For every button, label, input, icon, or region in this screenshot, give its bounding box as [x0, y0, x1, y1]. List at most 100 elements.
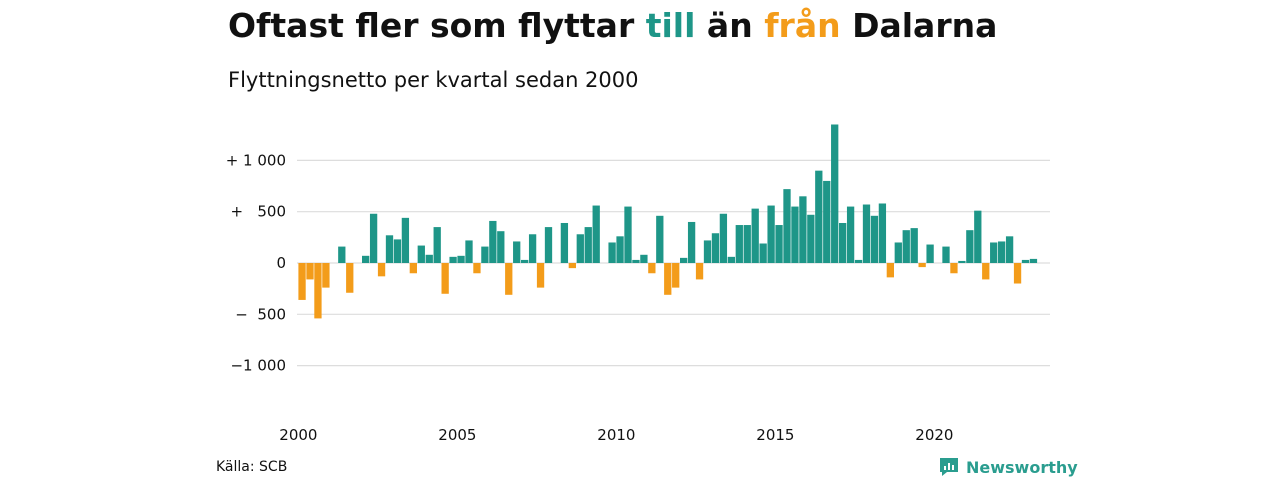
- bar-2021-q3: [982, 263, 990, 280]
- bar-2021-q4: [990, 242, 998, 263]
- bar-2005-q1: [457, 255, 465, 263]
- bar-2015-q3: [791, 206, 799, 263]
- x-tick-label-2000: 2000: [279, 426, 317, 444]
- bar-2013-q3: [727, 256, 735, 263]
- bar-2013-q2: [719, 213, 728, 263]
- bar-2005-q2: [465, 240, 473, 263]
- bar-2003-q1: [393, 239, 402, 263]
- bars: [298, 124, 1038, 319]
- bar-2016-q3: [823, 180, 831, 263]
- bar-2005-q4: [481, 246, 489, 263]
- bar-2020-q3: [950, 263, 958, 274]
- bar-2004-q2: [433, 227, 441, 263]
- x-tick-label-2010: 2010: [597, 426, 635, 444]
- chart-title: Oftast fler som flyttar till än från Dal…: [228, 6, 997, 45]
- bar-2015-q4: [799, 196, 807, 263]
- bar-2006-q3: [505, 263, 513, 295]
- bar-2013-q1: [711, 233, 720, 263]
- bar-2003-q3: [409, 263, 417, 274]
- y-tick-label-3: − 500: [235, 305, 286, 323]
- bar-2010-q4: [640, 254, 648, 263]
- chart-subtitle: Flyttningsnetto per kvartal sedan 2000: [228, 68, 639, 92]
- bar-2020-q2: [942, 246, 950, 263]
- bar-2022-q3: [1013, 263, 1022, 284]
- x-tick-label-2020: 2020: [915, 426, 953, 444]
- bar-2004-q3: [441, 263, 449, 294]
- y-tick-label-1: + 500: [230, 203, 286, 221]
- bar-2007-q1: [521, 259, 529, 263]
- bar-2019-q1: [902, 230, 910, 263]
- bar-2023-q1: [1029, 258, 1038, 263]
- bar-2017-q1: [839, 222, 847, 263]
- bar-2003-q4: [417, 245, 425, 263]
- bar-2007-q3: [536, 263, 545, 288]
- bar-2002-q4: [385, 235, 394, 263]
- bar-2021-q1: [966, 230, 974, 263]
- title-part-3: än: [695, 6, 765, 45]
- title-part-5: Dalarna: [840, 6, 998, 45]
- bar-2012-q4: [703, 240, 712, 263]
- bar-2014-q4: [767, 205, 775, 263]
- bar-2004-q4: [449, 256, 457, 263]
- bar-2018-q2: [878, 203, 887, 263]
- x-tick-label-2005: 2005: [438, 426, 476, 444]
- bar-2011-q2: [656, 215, 664, 263]
- x-axis-ticks: 2000 2005 2010 2015 2020: [279, 426, 953, 444]
- y-tick-label-4: −1 000: [230, 357, 286, 375]
- bar-2015-q1: [775, 225, 783, 263]
- bar-2006-q2: [497, 231, 505, 263]
- bar-2010-q2: [624, 206, 632, 263]
- bar-2007-q4: [544, 227, 553, 263]
- y-axis-ticks: + 1 000 + 500 0 − 500 −1 000: [226, 151, 286, 374]
- bar-2017-q2: [846, 206, 855, 263]
- bar-2013-q4: [735, 225, 743, 263]
- bar-2001-q2: [338, 246, 346, 263]
- bar-2017-q3: [854, 259, 863, 263]
- bar-2006-q4: [513, 241, 521, 263]
- bar-2005-q3: [473, 263, 481, 274]
- title-highlight-fran: från: [764, 6, 841, 45]
- bar-2000-q4: [322, 263, 330, 288]
- bar-2021-q2: [974, 210, 982, 263]
- bar-2000-q3: [314, 263, 322, 319]
- title-part-1: Oftast fler som flyttar: [228, 6, 646, 45]
- bar-2014-q2: [751, 208, 759, 263]
- x-tick-label-2015: 2015: [756, 426, 794, 444]
- source-label: Källa: SCB: [216, 459, 288, 475]
- bar-2015-q2: [783, 189, 791, 263]
- bar-2012-q3: [695, 263, 704, 280]
- bar-2010-q1: [616, 236, 624, 263]
- bar-2019-q3: [918, 263, 926, 268]
- bar-2010-q3: [632, 259, 640, 263]
- bar-2017-q4: [862, 204, 871, 263]
- bar-2008-q4: [576, 234, 584, 263]
- bar-2022-q2: [1005, 236, 1014, 263]
- y-tick-label-2: 0: [276, 254, 286, 272]
- bar-2011-q1: [648, 263, 656, 274]
- bar-2011-q4: [672, 263, 680, 288]
- bar-2008-q3: [568, 263, 576, 269]
- bar-2001-q3: [346, 263, 354, 293]
- bar-2009-q1: [584, 227, 592, 263]
- bar-2022-q4: [1021, 259, 1030, 263]
- bar-2003-q2: [401, 217, 410, 263]
- brand-logo[interactable]: Newsworthy: [938, 456, 1078, 478]
- bar-2004-q1: [425, 254, 433, 263]
- newsworthy-logo-icon: [940, 458, 958, 476]
- bar-2000-q2: [306, 263, 314, 280]
- y-tick-label-0: + 1 000: [226, 151, 286, 169]
- bar-2012-q1: [680, 257, 688, 263]
- bar-2011-q3: [664, 263, 672, 295]
- bar-2019-q4: [926, 244, 934, 263]
- bar-2016-q1: [807, 214, 815, 263]
- brand-name: Newsworthy: [966, 457, 1078, 477]
- bar-2002-q3: [377, 263, 386, 277]
- bar-2016-q2: [815, 170, 823, 263]
- bar-2012-q2: [687, 221, 696, 263]
- bar-2008-q2: [560, 222, 569, 263]
- bar-2002-q2: [369, 213, 378, 263]
- bar-2018-q4: [894, 242, 902, 263]
- bar-2014-q1: [743, 225, 751, 263]
- bar-2014-q3: [759, 243, 767, 263]
